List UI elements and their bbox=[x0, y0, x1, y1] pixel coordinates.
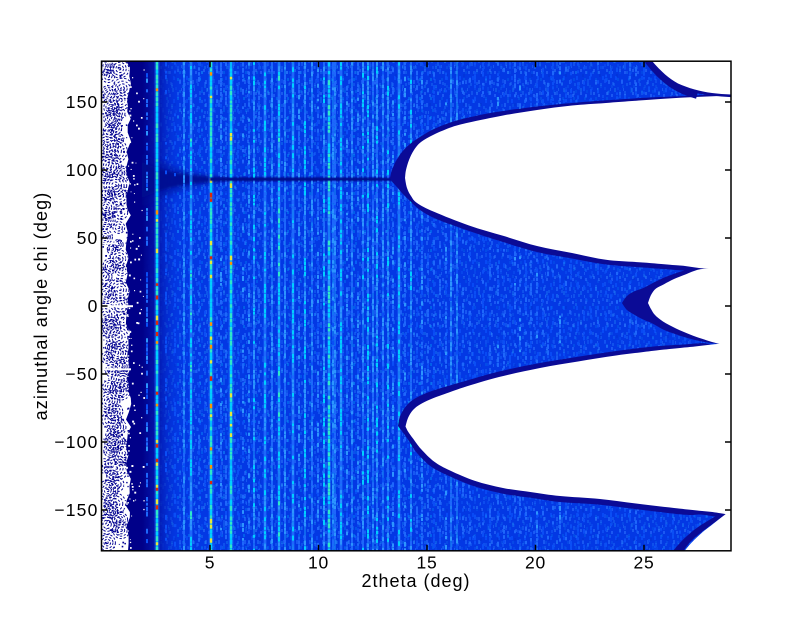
svg-text:150: 150 bbox=[66, 92, 99, 112]
svg-text:−50: −50 bbox=[65, 364, 98, 384]
svg-text:20: 20 bbox=[525, 553, 546, 573]
svg-text:50: 50 bbox=[77, 228, 99, 248]
svg-text:2theta (deg): 2theta (deg) bbox=[361, 571, 470, 591]
svg-text:15: 15 bbox=[416, 553, 437, 573]
svg-text:azimuthal angle chi (deg): azimuthal angle chi (deg) bbox=[31, 192, 51, 421]
svg-text:−100: −100 bbox=[54, 432, 98, 452]
svg-text:10: 10 bbox=[308, 553, 329, 573]
svg-text:100: 100 bbox=[66, 160, 99, 180]
svg-text:0: 0 bbox=[88, 296, 99, 316]
svg-text:25: 25 bbox=[633, 553, 654, 573]
svg-text:5: 5 bbox=[205, 553, 216, 573]
svg-text:−150: −150 bbox=[54, 500, 98, 520]
